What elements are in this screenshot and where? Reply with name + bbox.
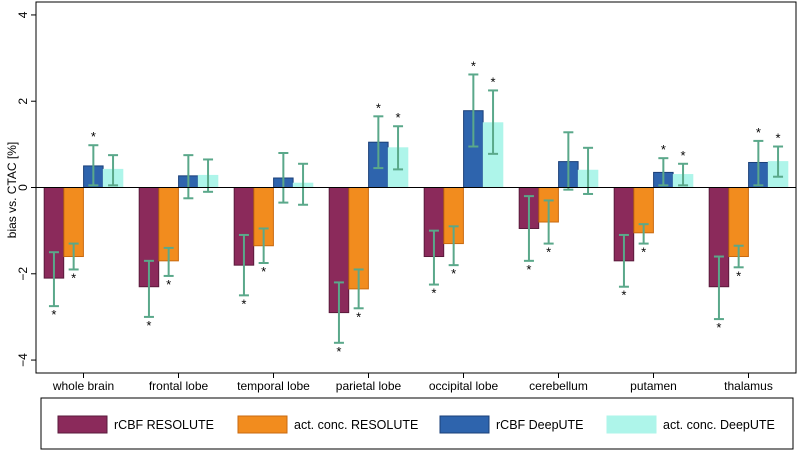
significance-star: * <box>376 100 381 115</box>
significance-star: * <box>451 266 456 281</box>
significance-star: * <box>641 245 646 260</box>
significance-star: * <box>51 307 56 322</box>
x-tick-label: frontal lobe <box>149 379 209 393</box>
significance-star: * <box>491 74 496 89</box>
legend-swatch <box>606 415 657 434</box>
legend-swatch <box>57 415 108 434</box>
x-tick-label: cerebellum <box>529 379 588 393</box>
legend-box <box>40 397 794 450</box>
significance-star: * <box>736 268 741 283</box>
legend-label: rCBF DeepUTE <box>496 418 584 432</box>
significance-star: * <box>396 110 401 125</box>
y-tick-label: 0 <box>16 184 30 191</box>
significance-star: * <box>621 288 626 303</box>
significance-star: * <box>166 277 171 292</box>
y-tick-label: −4 <box>16 353 30 367</box>
significance-star: * <box>431 286 436 301</box>
y-axis-title: bias vs. CTAC [%] <box>5 142 19 238</box>
legend-label: act. conc. RESOLUTE <box>294 418 418 432</box>
legend-label: rCBF RESOLUTE <box>114 418 214 432</box>
y-tick-label: −2 <box>16 267 30 281</box>
legend-swatch <box>439 415 490 434</box>
significance-star: * <box>146 318 151 333</box>
x-tick-label: occipital lobe <box>429 379 499 393</box>
significance-star: * <box>716 320 721 335</box>
significance-star: * <box>261 264 266 279</box>
x-tick-label: temporal lobe <box>237 379 310 393</box>
significance-star: * <box>661 142 666 157</box>
x-tick-label: whole brain <box>52 379 114 393</box>
significance-star: * <box>546 245 551 260</box>
significance-star: * <box>776 131 781 146</box>
x-tick-label: parietal lobe <box>336 379 402 393</box>
x-tick-label: thalamus <box>724 379 773 393</box>
y-tick-label: 4 <box>16 11 30 18</box>
legend: rCBF RESOLUTE act. conc. RESOLUTE rCBF Dee… <box>40 397 794 450</box>
significance-star: * <box>356 309 361 324</box>
legend-swatch <box>237 415 288 434</box>
significance-star: * <box>71 270 76 285</box>
significance-star: * <box>756 125 761 140</box>
legend-label: act. conc. DeepUTE <box>663 418 775 432</box>
significance-star: * <box>336 344 341 359</box>
plot-layer: −4 −2 0 2 4 whole brain frontal lobe temporal l… <box>16 1 797 393</box>
significance-star: * <box>471 58 476 73</box>
significance-star: * <box>91 129 96 144</box>
y-tick-label: 2 <box>16 98 30 105</box>
significance-star: * <box>681 148 686 163</box>
x-tick-label: putamen <box>630 379 677 393</box>
significance-star: * <box>241 296 246 311</box>
significance-star: * <box>526 262 531 277</box>
